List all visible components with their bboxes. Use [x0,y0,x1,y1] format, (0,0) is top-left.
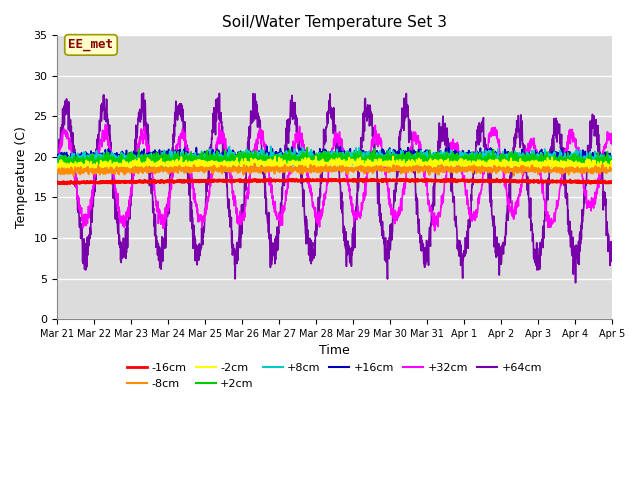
X-axis label: Time: Time [319,344,350,357]
Y-axis label: Temperature (C): Temperature (C) [15,126,28,228]
Legend: -16cm, -8cm, -2cm, +2cm, +8cm, +16cm, +32cm, +64cm: -16cm, -8cm, -2cm, +2cm, +8cm, +16cm, +3… [123,359,547,393]
Text: EE_met: EE_met [68,38,113,51]
Title: Soil/Water Temperature Set 3: Soil/Water Temperature Set 3 [222,15,447,30]
